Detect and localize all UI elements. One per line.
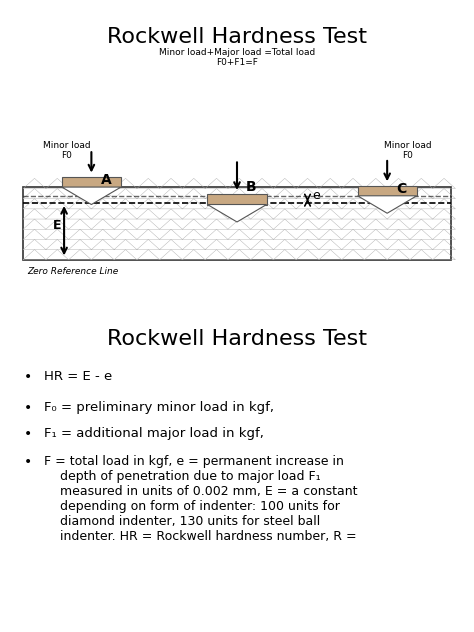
Text: F₀ = preliminary minor load in kgf,: F₀ = preliminary minor load in kgf, [44, 401, 273, 415]
Text: B: B [246, 180, 257, 195]
Text: E: E [53, 219, 61, 232]
Text: •: • [24, 401, 32, 415]
Text: F₁ = additional major load in kgf,: F₁ = additional major load in kgf, [44, 427, 264, 440]
Text: •: • [24, 455, 32, 469]
Text: Rockwell Hardness Test: Rockwell Hardness Test [107, 329, 367, 349]
Text: •: • [24, 427, 32, 441]
Text: Rockwell Hardness Test: Rockwell Hardness Test [107, 27, 367, 47]
Text: Zero Reference Line: Zero Reference Line [27, 267, 119, 276]
Text: F = total load in kgf, e = permanent increase in
    depth of penetration due to: F = total load in kgf, e = permanent inc… [44, 455, 357, 543]
Bar [23, 187, 451, 260]
Text: Minor load+Major load =Total load
F0+F1=F: Minor load+Major load =Total load F0+F1=… [159, 47, 315, 67]
Text: Minor load
F0: Minor load F0 [43, 140, 90, 160]
Text: C: C [396, 182, 407, 196]
Text: e: e [312, 190, 320, 202]
Text: HR = E - e: HR = E - e [44, 370, 112, 383]
Bar [208, 195, 266, 205]
Polygon shape [357, 196, 417, 213]
Text: Minor load
F0: Minor load F0 [384, 140, 431, 160]
Text: •: • [24, 370, 32, 384]
Text: A: A [100, 173, 111, 187]
Polygon shape [208, 205, 266, 222]
Bar [357, 186, 417, 196]
Polygon shape [62, 187, 121, 205]
Bar [62, 177, 121, 187]
